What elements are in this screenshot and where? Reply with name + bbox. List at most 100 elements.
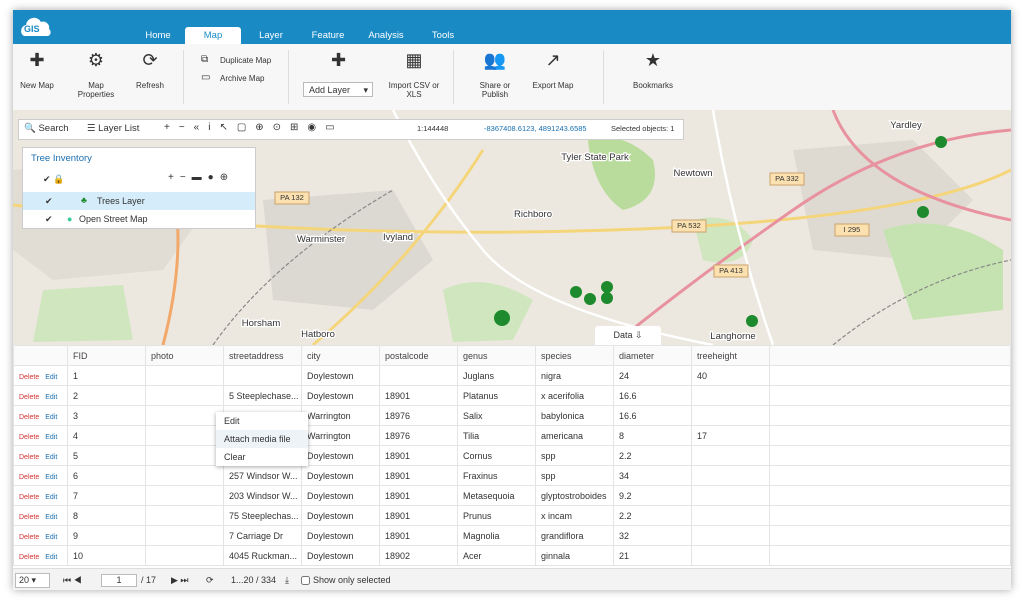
tab[interactable]: Layer [259,30,283,41]
context-menu: Edit Attach media file Clear [216,412,308,466]
table-cell: Magnolia [457,525,536,546]
edit-link[interactable]: Edit [45,413,58,421]
ribbon-button[interactable]: Bookmarks [632,81,673,90]
row-actions: Delete Edit [13,365,68,386]
panel-tools[interactable]: +−▬●⊕ [168,172,235,183]
layer-row-selected[interactable] [23,192,255,210]
map-toolbar: 🔍 Search ☰ Layer List +−«i↖▢⊕⊙⊞◉▭ 1:1444… [18,119,684,140]
first-prev[interactable]: ⏮ ◀ [63,575,82,585]
show-selected[interactable]: Show only selected [301,569,391,590]
edit-link[interactable]: Edit [45,493,58,501]
tab[interactable]: Map [185,27,241,44]
tab[interactable]: Analysis [368,30,404,41]
column-header[interactable]: streetaddress [223,345,302,366]
column-header[interactable]: city [301,345,380,366]
tool-icons[interactable]: +−«i↖▢⊕⊙⊞◉▭ [164,122,344,133]
edit-link[interactable]: Edit [45,473,58,481]
table-cell: 4045 Ruckman... [223,545,302,566]
table-cell: x incam [535,505,614,526]
ribbon-button[interactable]: Refresh [135,81,164,90]
table-cell: Warrington [301,405,380,426]
delete-link[interactable]: Delete [19,393,40,401]
layer-name[interactable]: Open Street Map [79,214,148,224]
table-row[interactable]: Delete Edit 6 257 Windsor W... Doylestown 189… [13,465,1011,486]
map-view[interactable]: Warminster Ivyland Richboro Newtown Yardley H… [13,109,1011,347]
column-header[interactable]: postalcode [379,345,458,366]
delete-link[interactable]: Delete [19,453,40,461]
data-tab[interactable]: Data ⇩ [595,326,661,345]
menu-item[interactable]: Edit [224,416,240,426]
table-row[interactable]: Delete Edit 10 4045 Ruckman... Doylestown 189… [13,545,1011,566]
table-cell [691,505,770,526]
column-header[interactable]: genus [457,345,536,366]
edit-link[interactable]: Edit [45,513,58,521]
layer-list-button[interactable]: ☰ Layer List [87,123,140,134]
column-header[interactable]: species [535,345,614,366]
table-row[interactable]: Delete Edit 1 Doylestown Juglans nigra 24 40 [13,365,1011,386]
layer-name[interactable]: Trees Layer [97,196,145,206]
tab[interactable]: Feature [311,30,345,41]
edit-link[interactable]: Edit [45,553,58,561]
table-cell: 5 [67,445,146,466]
ribbon-button[interactable]: Duplicate Map [220,56,272,65]
delete-link[interactable]: Delete [19,373,40,381]
table-row[interactable]: Delete Edit 3 Warrington 18976 Salix babylonic… [13,405,1011,426]
ribbon-button[interactable]: Map Properties [77,81,115,99]
page-input[interactable]: 1 [101,574,137,587]
table-row[interactable]: Delete Edit 7 203 Windsor W... Doylestown 189… [13,485,1011,506]
delete-link[interactable]: Delete [19,533,40,541]
table-row[interactable]: Delete Edit 9 7 Carriage Dr Doylestown 18901 M… [13,525,1011,546]
table-cell [145,485,224,506]
table-row[interactable]: Delete Edit 2 5 Steeplechase... Doylestown 18… [13,385,1011,406]
tab[interactable]: Tools [431,30,455,41]
route-shield [834,223,870,237]
next-last[interactable]: ▶ ⏭ [171,575,189,585]
table-cell: 75 Steeplechas... [223,505,302,526]
row-actions: Delete Edit [13,545,68,566]
layer-check[interactable]: ✔ [45,214,53,224]
ribbon-button[interactable]: Archive Map [220,74,265,83]
edit-link[interactable]: Edit [45,393,58,401]
add-layer-dropdown[interactable]: Add Layer ▾ [303,82,373,97]
layer-check[interactable]: ✔ [45,196,53,206]
table-cell: 10 [67,545,146,566]
search-button[interactable]: 🔍 Search [24,123,69,134]
ribbon-button[interactable]: Share or Publish [479,81,511,99]
checkbox[interactable] [301,576,310,586]
search-label: Search [38,123,69,134]
delete-link[interactable]: Delete [19,553,40,561]
ribbon-button[interactable]: New Map [20,81,54,90]
table-cell: 4 [67,425,146,446]
refresh[interactable]: ⟳ [206,575,214,585]
ribbon-button[interactable]: Import CSV or XLS [388,81,440,99]
column-header[interactable]: FID [67,345,146,366]
menu-item[interactable]: Clear [224,452,246,462]
table-cell: 5 Steeplechase... [223,385,302,406]
ribbon-button[interactable]: Export Map [532,81,574,90]
download[interactable]: ⤓ [285,575,289,585]
tab[interactable]: Home [145,30,171,41]
ribbon-icon: ★ [644,50,662,70]
column-header[interactable]: diameter [613,345,692,366]
column-header[interactable]: treeheight [691,345,770,366]
page-size-select[interactable]: 20 ▾ [15,573,50,588]
table-cell: Doylestown [301,445,380,466]
table-cell: Warrington [301,425,380,446]
delete-link[interactable]: Delete [19,493,40,501]
menu-item[interactable]: Attach media file [216,430,308,448]
ribbon-icon: ▦ [405,50,423,70]
delete-link[interactable]: Delete [19,413,40,421]
edit-link[interactable]: Edit [45,373,58,381]
edit-link[interactable]: Edit [45,433,58,441]
range: 1...20 / 334 [231,575,277,585]
table-row[interactable]: Delete Edit 4 Warrington 18976 Tilia americana… [13,425,1011,446]
edit-link[interactable]: Edit [45,453,58,461]
column-header[interactable]: photo [145,345,224,366]
delete-link[interactable]: Delete [19,473,40,481]
table-row[interactable]: Delete Edit 8 75 Steeplechas... Doylestown 18… [13,505,1011,526]
edit-link[interactable]: Edit [45,533,58,541]
delete-link[interactable]: Delete [19,433,40,441]
delete-link[interactable]: Delete [19,513,40,521]
table-row[interactable]: Delete Edit 5 Doylestown 18901 Cornus spp 2.2 [13,445,1011,466]
